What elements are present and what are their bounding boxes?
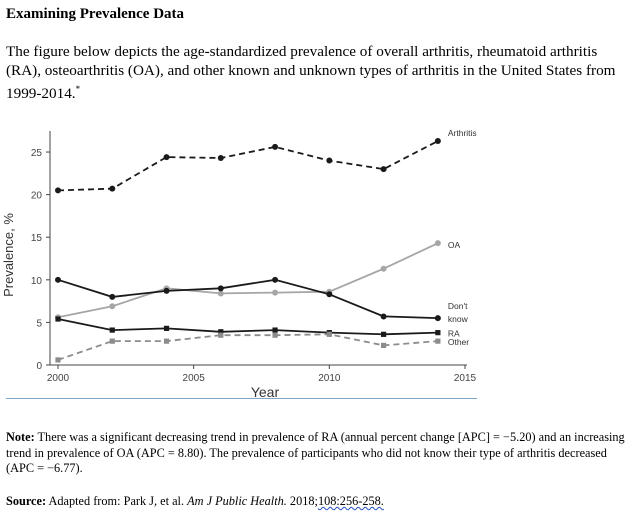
end-label-oa: OA: [448, 240, 461, 250]
y-tick-label: 25: [31, 148, 43, 159]
figure-divider: [6, 398, 477, 399]
end-label-arthritis: Arthritis: [448, 128, 477, 138]
intro-text: The figure below depicts the age-standar…: [6, 43, 616, 103]
data-point-other: [272, 332, 278, 338]
page-heading: Examining Prevalence Data: [6, 6, 185, 22]
note-label: Note:: [6, 430, 35, 444]
source-prefix: Adapted from: Park J, et al.: [46, 494, 188, 508]
data-point-arthritis: [272, 143, 279, 150]
data-point-other: [435, 338, 441, 344]
data-point-oa: [217, 290, 224, 297]
note-paragraph: Note: There was a significant decreasing…: [6, 430, 631, 477]
data-point-don-t-know: [380, 313, 387, 320]
data-point-don-t-know: [326, 291, 333, 298]
data-point-don-t-know: [434, 315, 441, 322]
data-point-arthritis: [55, 187, 61, 194]
data-point-other: [326, 331, 332, 337]
x-axis-label: Year: [251, 384, 280, 400]
data-point-arthritis: [109, 185, 116, 192]
data-point-oa: [434, 240, 441, 247]
data-point-oa: [109, 303, 116, 310]
y-axis-label: Prevalence, %: [1, 213, 16, 297]
y-tick-label: 20: [31, 191, 43, 202]
source-line: Source: Adapted from: Park J, et al. Am …: [6, 494, 384, 509]
data-point-don-t-know: [109, 293, 116, 300]
data-point-ra: [55, 316, 61, 322]
intro-footnote-mark: *: [75, 84, 81, 94]
series-line-oa: [57, 242, 439, 319]
data-point-ra: [218, 329, 224, 335]
data-point-arthritis: [326, 157, 333, 164]
y-tick-label: 0: [36, 361, 42, 372]
data-point-ra: [163, 325, 170, 331]
data-point-arthritis: [380, 166, 387, 173]
x-tick-label: 2000: [47, 373, 70, 384]
end-label-dont: Don't: [448, 301, 468, 311]
data-point-arthritis: [217, 155, 224, 161]
data-point-ra: [381, 331, 387, 337]
data-point-don-t-know: [163, 287, 170, 294]
series-line-don-t-know: [57, 278, 438, 319]
y-tick-label: 5: [36, 318, 42, 329]
chart-series: [55, 137, 441, 363]
data-point-oa: [380, 265, 387, 272]
source-journal: Am J Public Health.: [187, 494, 287, 508]
series-line-arthritis: [57, 140, 439, 192]
end-label-other: Other: [448, 337, 469, 347]
note-text: There was a significant decreasing trend…: [6, 430, 625, 475]
x-tick-label: 2015: [454, 373, 477, 384]
data-point-arthritis: [434, 137, 441, 144]
source-year: 2018;: [286, 494, 318, 508]
x-tick-label: 2010: [318, 373, 341, 384]
data-point-ra: [272, 327, 278, 333]
series-line-ra: [57, 318, 438, 336]
end-label-ra: RA: [448, 329, 460, 339]
data-point-ra: [109, 327, 115, 333]
intro-paragraph: The figure below depicts the age-standar…: [6, 42, 631, 103]
source-pages: 108:256-258.: [317, 494, 384, 508]
y-tick-label: 15: [31, 233, 43, 244]
data-point-don-t-know: [55, 276, 61, 283]
data-point-other: [55, 357, 61, 363]
y-tick-label: 10: [31, 276, 43, 287]
data-point-don-t-know: [272, 276, 279, 283]
data-point-other: [381, 342, 387, 349]
data-point-ra: [435, 330, 441, 336]
data-point-arthritis: [163, 154, 170, 161]
data-point-other: [109, 338, 115, 344]
x-tick-label: 2005: [183, 373, 206, 384]
data-point-other: [163, 338, 170, 344]
data-point-don-t-know: [217, 285, 224, 292]
data-point-other: [218, 332, 224, 338]
data-point-oa: [272, 289, 279, 296]
prevalence-line-chart: 0 5 10 15 20 25 2000 2005 2010 2015 Arthritis OA Do…: [1, 128, 477, 400]
end-label-know: know: [448, 314, 469, 324]
chart-axes: 0 5 10 15 20 25 2000 2005 2010 2015: [31, 131, 477, 384]
source-label: Source:: [6, 494, 47, 508]
series-line-other: [57, 333, 438, 361]
